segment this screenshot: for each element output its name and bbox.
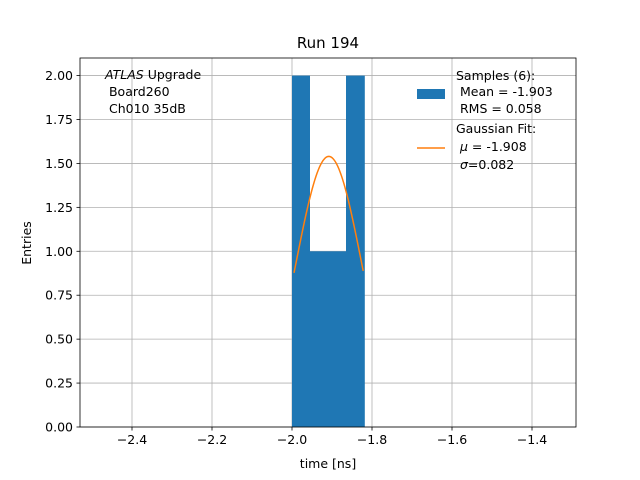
gaussian-fit xyxy=(293,155,364,274)
annotation-box: ATLAS Upgrade Board260 Ch010 35dB xyxy=(104,67,201,116)
annotation-upgrade: Upgrade xyxy=(144,67,202,82)
plot-frame xyxy=(79,57,577,428)
legend-fit-mu-value: = -1.908 xyxy=(468,139,527,154)
histogram-bar-1 xyxy=(310,251,346,427)
legend: Samples (6): Mean = -1.903 RMS = 0.058 G… xyxy=(417,68,553,172)
legend-samples-swatch xyxy=(417,89,445,99)
x-tick-label-0: −2.4 xyxy=(117,432,147,447)
legend-samples-mean: Mean = -1.903 xyxy=(456,84,553,99)
histogram-bar-2 xyxy=(346,75,365,428)
legend-fit-title: Gaussian Fit: xyxy=(456,121,536,136)
grid xyxy=(80,58,576,428)
legend-samples-rms: RMS = 0.058 xyxy=(456,101,542,116)
y-tick-label-2: 0.50 xyxy=(45,332,73,347)
y-tick-label-8: 2.00 xyxy=(45,68,73,83)
y-tick-label-3: 0.75 xyxy=(45,288,73,303)
y-tick-label-0: 0.00 xyxy=(45,420,73,435)
legend-fit-sigma-symbol: σ xyxy=(460,157,469,172)
y-tick-label-6: 1.50 xyxy=(45,156,73,171)
legend-fit-sigma: σ=0.082 xyxy=(456,157,514,172)
legend-fit-mu: μ = -1.908 xyxy=(456,139,527,154)
gaussian-fit-curve xyxy=(293,155,364,274)
x-tick-label-2: −2.0 xyxy=(277,432,307,447)
y-axis-label: Entries xyxy=(19,221,34,265)
chart-title: Run 194 xyxy=(297,34,359,52)
x-tick-label-1: −2.2 xyxy=(197,432,227,447)
y-tick-label-7: 1.75 xyxy=(45,112,73,127)
x-axis-label: time [ns] xyxy=(300,456,356,471)
x-tick-label-4: −1.6 xyxy=(437,432,467,447)
y-axis-ticks: 0.00 0.25 0.50 0.75 1.00 1.25 1.50 1.75 2.00 xyxy=(45,68,80,435)
histogram-bars xyxy=(292,75,365,428)
histogram-bar-0 xyxy=(292,75,310,428)
annotation-line-1: ATLAS Upgrade xyxy=(104,67,201,82)
y-tick-label-1: 0.25 xyxy=(45,376,73,391)
x-tick-label-5: −1.4 xyxy=(517,432,547,447)
legend-fit-sigma-value: =0.082 xyxy=(468,157,514,172)
annotation-line-2: Board260 xyxy=(105,84,170,99)
legend-samples-title: Samples (6): xyxy=(456,68,535,83)
y-tick-label-4: 1.00 xyxy=(45,244,73,259)
y-tick-label-5: 1.25 xyxy=(45,200,73,215)
x-axis-ticks: −2.4 −2.2 −2.0 −1.8 −1.6 −1.4 xyxy=(117,427,547,447)
legend-fit-mu-symbol: μ xyxy=(459,139,468,154)
annotation-atlas: ATLAS xyxy=(104,67,144,82)
x-tick-label-3: −1.8 xyxy=(357,432,387,447)
annotation-line-3: Ch010 35dB xyxy=(105,101,186,116)
